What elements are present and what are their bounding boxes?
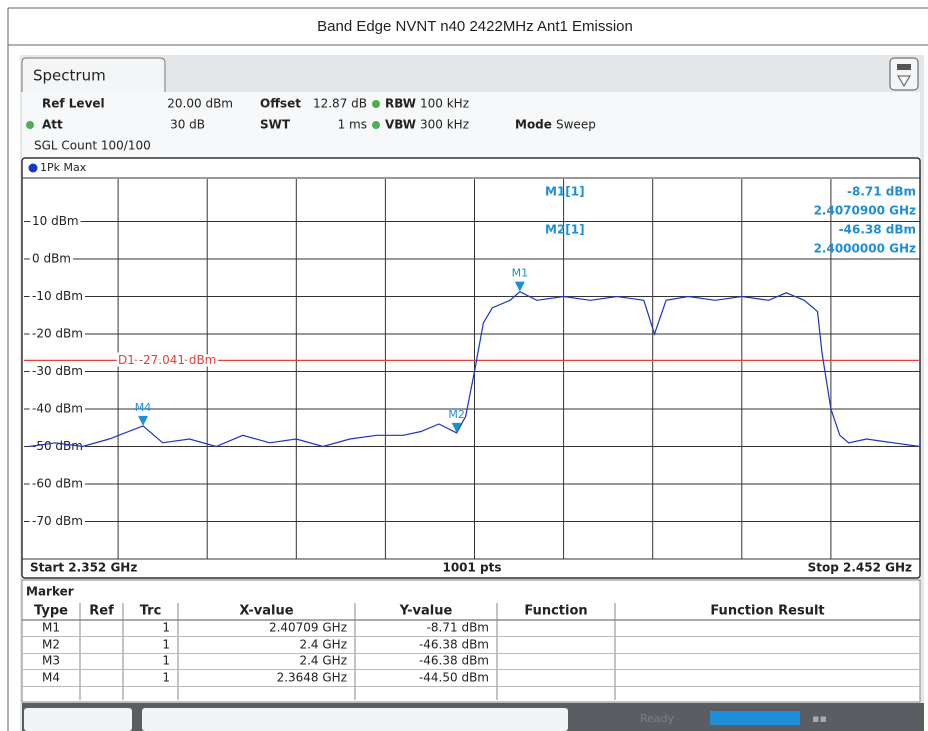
table-header: Y-value xyxy=(399,604,453,619)
readout: -46.38 dBm xyxy=(839,223,916,237)
readout: 2.4070900 GHz xyxy=(814,204,916,218)
status-icon: ▪▪ xyxy=(812,712,827,725)
y-tick-label: -60 dBm xyxy=(32,477,83,491)
setting-value: 1 ms xyxy=(338,118,367,132)
y-tick-label: -50 dBm xyxy=(32,439,83,453)
marker xyxy=(514,281,525,292)
table-cell: -46.38 dBm xyxy=(419,638,489,652)
status-dot xyxy=(372,100,380,108)
setting-value: Sweep xyxy=(556,118,596,132)
stop-freq: Stop 2.452 GHz xyxy=(808,561,912,575)
menu-icon-bar xyxy=(897,64,911,70)
y-tick-label: -30 dBm xyxy=(32,364,83,378)
y-tick-label: -10 dBm xyxy=(32,289,83,303)
table-header: Trc xyxy=(140,604,162,619)
table-cell: 1 xyxy=(162,638,170,652)
settings-panel xyxy=(22,92,920,158)
trace-label: 1Pk Max xyxy=(40,161,87,174)
plot-frame xyxy=(21,157,921,579)
trace-dot xyxy=(28,163,38,173)
setting-label: Ref Level xyxy=(42,97,105,111)
points: 1001 pts xyxy=(442,561,501,575)
table-cell: -44.50 dBm xyxy=(419,671,489,685)
progress-bar xyxy=(710,711,800,725)
table-cell: 1 xyxy=(162,621,170,635)
table-cell: 2.4 GHz xyxy=(299,654,347,668)
title: Band Edge NVNT n40 2422MHz Ant1 Emission xyxy=(317,18,633,35)
table-cell: M1 xyxy=(42,621,60,635)
threshold-label: D1 -27.041 dBm xyxy=(118,353,216,367)
marker-label: M2 xyxy=(448,408,465,421)
setting-value: 12.87 dB xyxy=(313,97,367,111)
table-header-bg xyxy=(23,601,919,620)
setting-label: RBW xyxy=(385,97,416,111)
table-cell: -8.71 dBm xyxy=(427,621,489,635)
table-header: Function xyxy=(524,604,587,619)
table-cell: M3 xyxy=(42,654,60,668)
table-cell: 1 xyxy=(162,654,170,668)
y-tick-label: -70 dBm xyxy=(32,514,83,528)
readout: -8.71 dBm xyxy=(847,185,916,199)
table-header: Function Result xyxy=(710,604,824,619)
table-header: Type xyxy=(34,604,68,619)
status-box[interactable] xyxy=(142,708,568,731)
marker-label: M4 xyxy=(135,401,152,414)
status-text: Ready xyxy=(640,712,675,725)
table-cell: 2.40709 GHz xyxy=(269,621,347,635)
marker xyxy=(451,422,462,433)
start-freq: Start 2.352 GHz xyxy=(30,561,137,575)
setting-label: Offset xyxy=(260,97,301,111)
readout: 2.4000000 GHz xyxy=(814,242,916,256)
tab-label[interactable]: Spectrum xyxy=(33,67,106,85)
marker xyxy=(138,415,149,426)
setting-value: 20.00 dBm xyxy=(167,97,233,111)
menu-icon-arrow xyxy=(897,75,911,87)
status-dot xyxy=(372,121,380,129)
trace xyxy=(28,290,921,448)
marker-table xyxy=(21,579,921,703)
marker-label: M1 xyxy=(512,267,529,280)
y-tick-label: 0 dBm xyxy=(32,252,71,266)
table-cell: M2 xyxy=(42,638,60,652)
setting-label: Att xyxy=(42,118,63,132)
y-tick-label: -40 dBm xyxy=(32,402,83,416)
setting-label: SWT xyxy=(260,118,291,132)
setting-value: 300 kHz xyxy=(420,118,469,132)
table-header: X-value xyxy=(239,604,293,619)
y-tick-label: 10 dBm xyxy=(32,214,79,228)
table-title: Marker xyxy=(26,585,74,599)
table-cell: 2.4 GHz xyxy=(299,638,347,652)
table-cell: 1 xyxy=(162,671,170,685)
setting-value: 100 kHz xyxy=(420,97,469,111)
setting-label: Mode xyxy=(515,118,552,132)
table-cell: 2.3648 GHz xyxy=(277,671,347,685)
readout: M2[1] xyxy=(545,223,585,237)
status-dot xyxy=(26,121,34,129)
status-box[interactable] xyxy=(24,708,132,731)
sgl-count: SGL Count 100/100 xyxy=(34,139,151,153)
setting-label: VBW xyxy=(385,118,416,132)
table-header: Ref xyxy=(89,604,114,619)
table-cell: -46.38 dBm xyxy=(419,654,489,668)
table-cell: M4 xyxy=(42,671,60,685)
y-tick-label: -20 dBm xyxy=(32,327,83,341)
setting-value: 30 dB xyxy=(170,118,205,132)
tab[interactable] xyxy=(21,57,166,92)
readout: M1[1] xyxy=(545,185,585,199)
